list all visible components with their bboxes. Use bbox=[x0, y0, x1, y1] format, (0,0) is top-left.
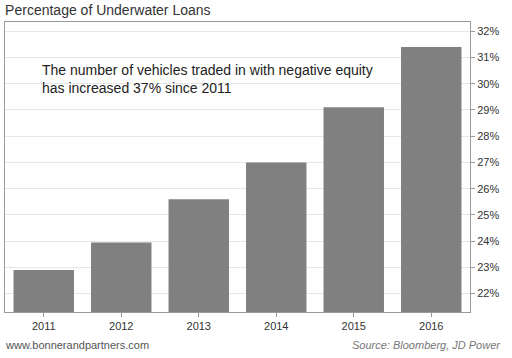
svg-text:2012: 2012 bbox=[109, 320, 133, 332]
svg-text:2016: 2016 bbox=[419, 320, 443, 332]
svg-text:2015: 2015 bbox=[342, 320, 366, 332]
svg-text:2013: 2013 bbox=[187, 320, 211, 332]
svg-text:Source: Bloomberg, JD Power: Source: Bloomberg, JD Power bbox=[352, 339, 501, 351]
svg-text:30%: 30% bbox=[477, 78, 499, 90]
svg-text:2014: 2014 bbox=[264, 320, 288, 332]
svg-text:24%: 24% bbox=[477, 235, 499, 247]
svg-text:26%: 26% bbox=[477, 183, 499, 195]
svg-text:www.bonnerandpartners.com: www.bonnerandpartners.com bbox=[5, 339, 149, 351]
svg-text:2011: 2011 bbox=[32, 320, 56, 332]
svg-text:The number of vehicles traded: The number of vehicles traded in with ne… bbox=[42, 62, 373, 96]
svg-text:25%: 25% bbox=[477, 209, 499, 221]
svg-text:31%: 31% bbox=[477, 51, 499, 63]
svg-text:28%: 28% bbox=[477, 130, 499, 142]
svg-text:29%: 29% bbox=[477, 104, 499, 116]
svg-text:22%: 22% bbox=[477, 287, 499, 299]
svg-text:Percentage of Underwater Loans: Percentage of Underwater Loans bbox=[5, 2, 210, 18]
svg-text:27%: 27% bbox=[477, 156, 499, 168]
svg-text:32%: 32% bbox=[477, 25, 499, 37]
svg-text:23%: 23% bbox=[477, 261, 499, 273]
